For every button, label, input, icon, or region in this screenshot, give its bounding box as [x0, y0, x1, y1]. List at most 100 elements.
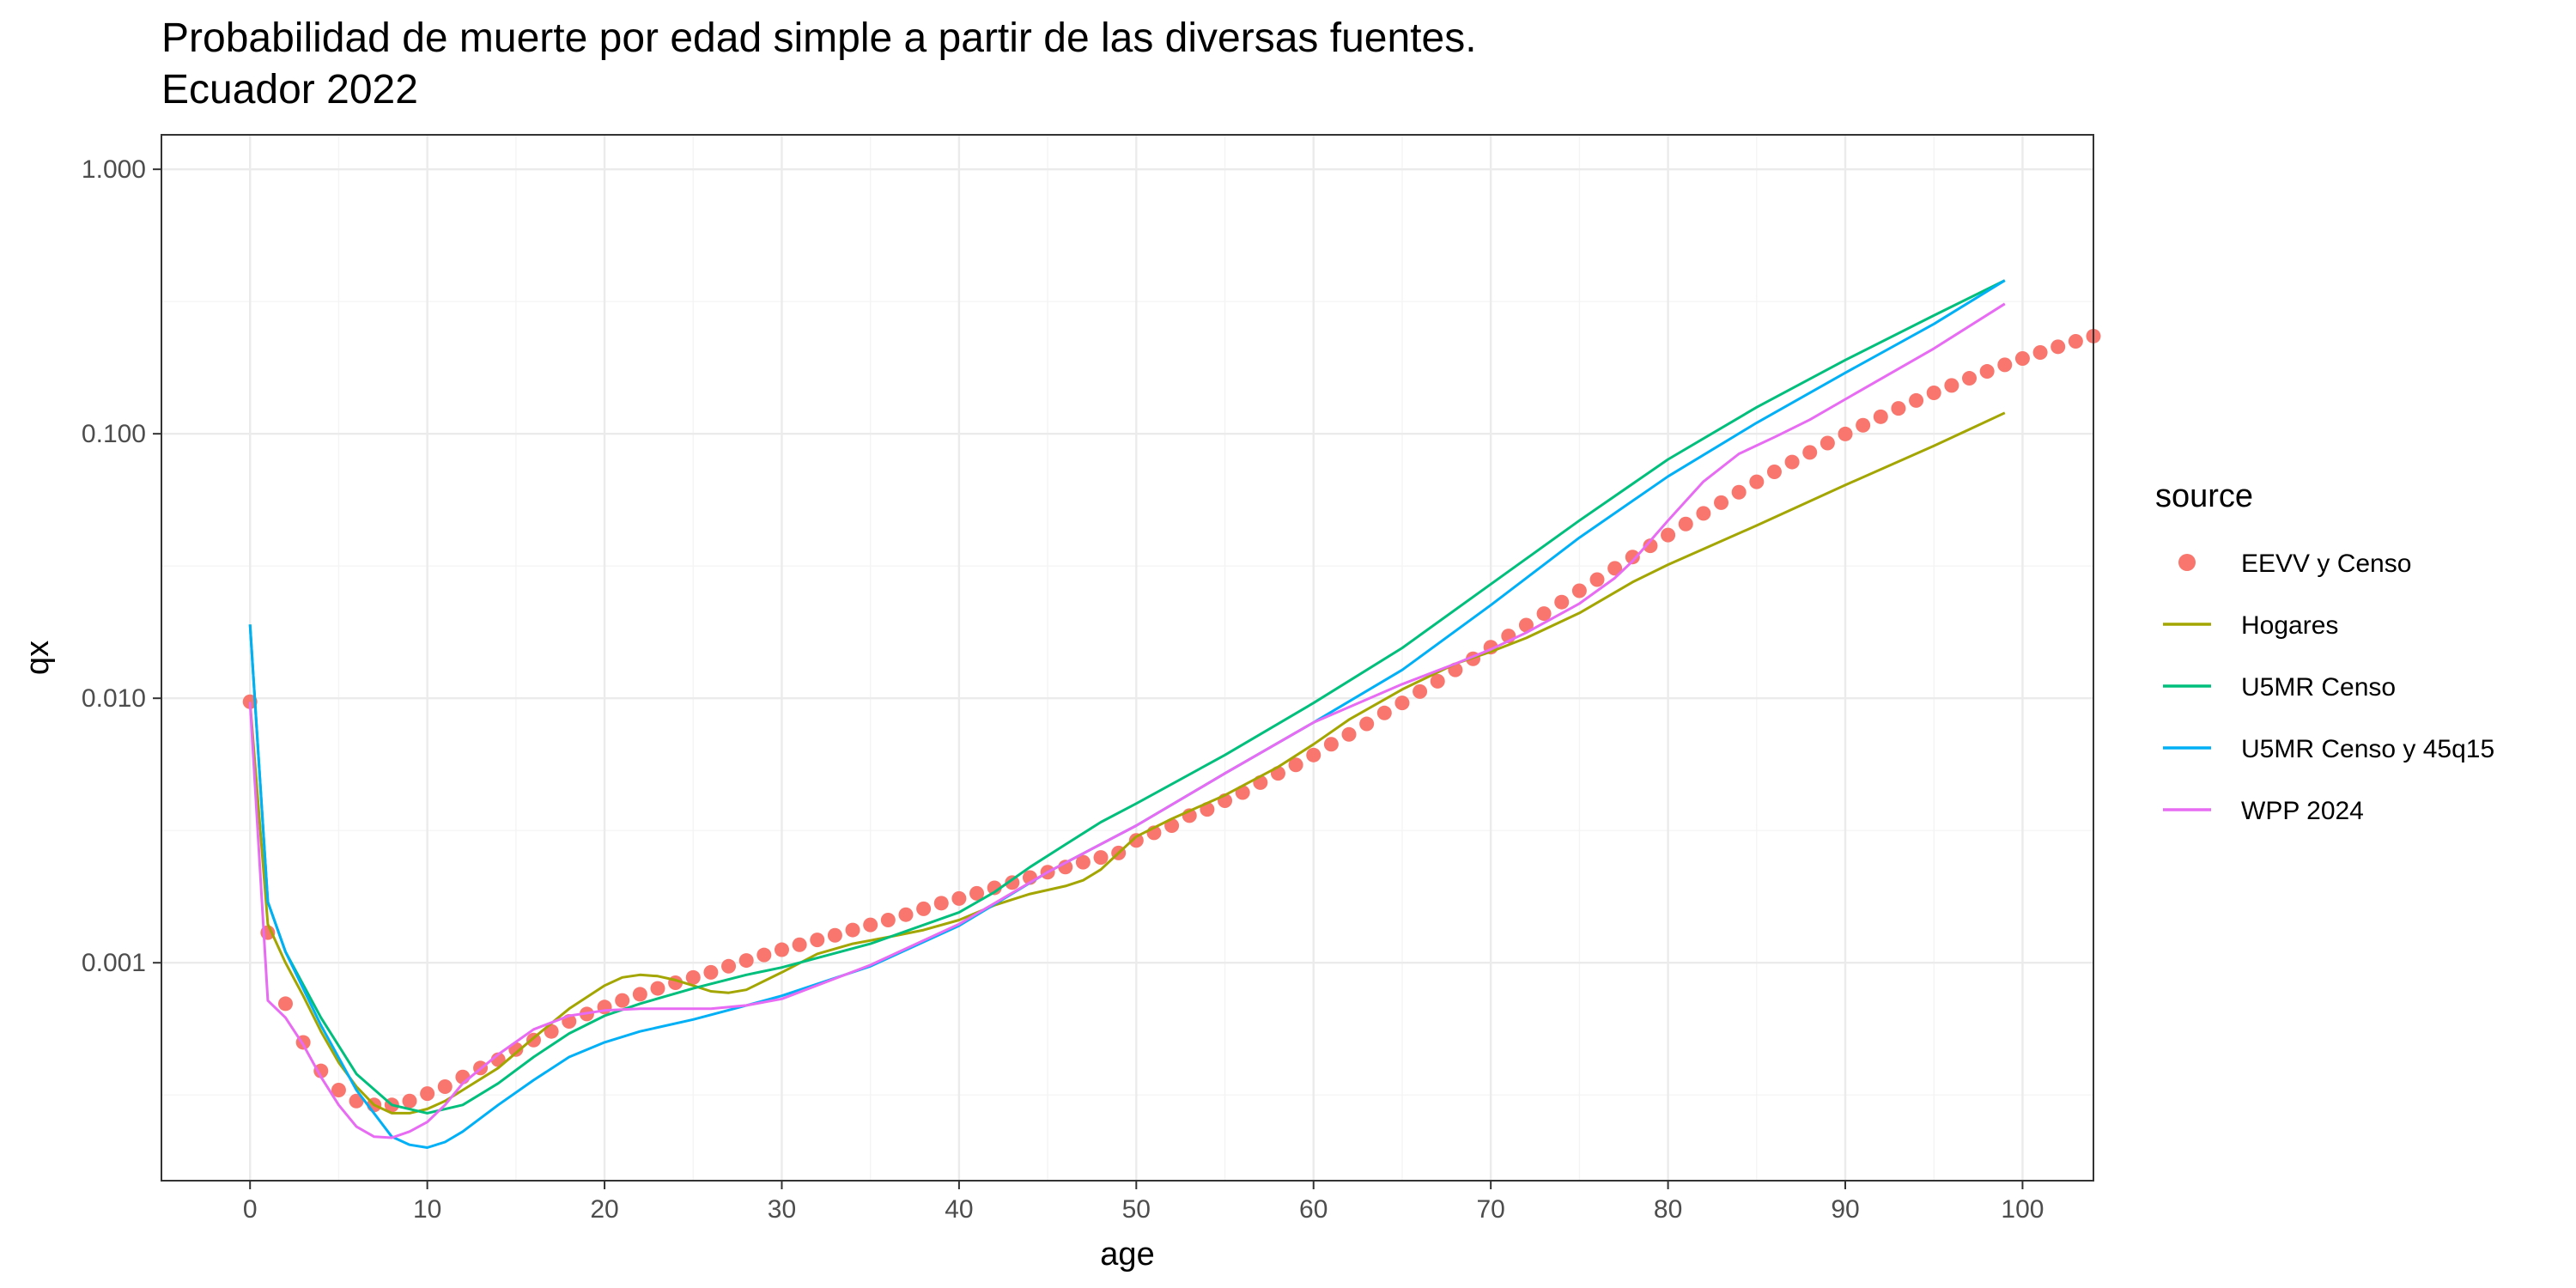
legend-label-1: Hogares	[2241, 611, 2338, 640]
point-eevv-78	[1625, 550, 1640, 565]
point-eevv-64	[1376, 705, 1392, 720]
point-eevv-96	[1944, 378, 1959, 393]
point-eevv-67	[1430, 673, 1445, 689]
point-eevv-48	[1093, 850, 1109, 866]
point-eevv-23	[650, 981, 665, 996]
point-eevv-50	[1128, 833, 1144, 848]
x-tick-label-60: 60	[1299, 1195, 1327, 1224]
point-eevv-28	[738, 953, 754, 969]
point-eevv-34	[845, 922, 860, 938]
point-eevv-29	[756, 947, 772, 963]
point-eevv-103	[2068, 334, 2083, 349]
point-eevv-66	[1413, 683, 1428, 699]
point-eevv-30	[774, 942, 789, 957]
legend-key-0	[2178, 554, 2196, 571]
point-eevv-4	[313, 1063, 329, 1078]
x-axis: 0 10 20 30 40 50 60 70 80 90 100	[243, 1181, 2044, 1224]
y-tick-label-3: 1.000	[82, 155, 146, 184]
point-eevv-79	[1643, 538, 1658, 554]
x-tick-label-50: 50	[1122, 1195, 1151, 1224]
x-tick-label-70: 70	[1476, 1195, 1504, 1224]
point-eevv-47	[1075, 854, 1091, 870]
y-tick-label-0: 0.001	[82, 949, 146, 977]
legend: source EEVV y Censo Hogares U5MR Censo U5MR…	[2155, 478, 2494, 825]
point-eevv-85	[1749, 474, 1765, 489]
point-eevv-10	[420, 1086, 435, 1102]
point-eevv-2	[277, 996, 293, 1012]
point-eevv-36	[880, 913, 896, 928]
point-eevv-94	[1909, 392, 1924, 408]
point-eevv-82	[1696, 506, 1711, 521]
y-axis-title: qx	[20, 641, 56, 675]
y-tick-label-1: 0.010	[82, 684, 146, 713]
point-eevv-5	[331, 1083, 346, 1098]
point-eevv-90	[1838, 426, 1853, 441]
point-eevv-92	[1873, 409, 1888, 424]
point-eevv-62	[1341, 726, 1357, 742]
point-eevv-95	[1926, 386, 1941, 401]
y-axis: 0.001 0.010 0.100 1.000	[82, 155, 161, 977]
x-tick-label-20: 20	[590, 1195, 618, 1224]
series-line-2	[248, 279, 2006, 1115]
plot-panel-border	[161, 134, 2094, 1182]
point-eevv-99	[1997, 357, 2013, 373]
point-eevv-72	[1518, 617, 1534, 633]
point-eevv-6	[349, 1093, 364, 1109]
y-tick-label-2: 0.100	[82, 420, 146, 448]
point-eevv-21	[615, 993, 630, 1008]
point-eevv-38	[916, 901, 932, 916]
point-eevv-32	[810, 933, 825, 948]
legend-label-3: U5MR Censo y 45q15	[2241, 735, 2494, 763]
series-line-4	[248, 302, 2006, 1139]
x-tick-label-40: 40	[945, 1195, 973, 1224]
point-eevv-35	[863, 917, 878, 933]
point-eevv-22	[632, 987, 647, 1002]
point-eevv-73	[1536, 606, 1552, 622]
point-eevv-9	[402, 1093, 417, 1109]
point-eevv-60	[1306, 747, 1321, 762]
point-eevv-65	[1394, 696, 1410, 711]
point-eevv-61	[1323, 737, 1339, 752]
point-eevv-33	[827, 927, 842, 943]
point-eevv-40	[951, 890, 967, 906]
point-eevv-31	[792, 937, 807, 952]
point-eevv-11	[437, 1079, 453, 1095]
x-axis-title: age	[1100, 1236, 1154, 1273]
point-eevv-41	[969, 885, 985, 901]
point-eevv-39	[933, 896, 949, 911]
point-eevv-87	[1784, 454, 1800, 470]
point-eevv-74	[1554, 594, 1570, 610]
x-tick-label-0: 0	[243, 1195, 258, 1224]
point-eevv-77	[1607, 561, 1623, 576]
point-eevv-84	[1731, 484, 1747, 500]
point-eevv-98	[1979, 364, 1995, 380]
series-layer	[242, 279, 2101, 1149]
point-eevv-100	[2014, 350, 2030, 366]
point-eevv-101	[2032, 345, 2048, 361]
legend-label-2: U5MR Censo	[2241, 673, 2396, 702]
point-eevv-43	[1005, 875, 1020, 890]
point-eevv-42	[987, 880, 1002, 896]
x-tick-label-30: 30	[768, 1195, 796, 1224]
point-eevv-37	[898, 907, 914, 922]
point-eevv-83	[1714, 495, 1729, 510]
point-eevv-91	[1856, 417, 1871, 433]
grid-major	[161, 135, 2093, 1181]
point-eevv-86	[1766, 464, 1782, 479]
point-eevv-81	[1678, 516, 1693, 532]
point-eevv-59	[1288, 757, 1303, 773]
chart-subtitle: Ecuador 2022	[161, 67, 418, 112]
x-tick-label-90: 90	[1831, 1195, 1859, 1224]
point-eevv-88	[1802, 445, 1818, 460]
x-tick-label-100: 100	[2001, 1195, 2044, 1224]
x-tick-label-80: 80	[1654, 1195, 1682, 1224]
point-eevv-75	[1571, 583, 1587, 598]
point-eevv-63	[1359, 716, 1375, 732]
point-eevv-97	[1962, 371, 1978, 386]
point-eevv-93	[1891, 401, 1906, 416]
point-eevv-102	[2050, 339, 2066, 355]
point-eevv-80	[1661, 527, 1676, 543]
chart-title: Probabilidad de muerte por edad simple a…	[161, 15, 1477, 61]
legend-label-4: WPP 2024	[2241, 797, 2364, 825]
